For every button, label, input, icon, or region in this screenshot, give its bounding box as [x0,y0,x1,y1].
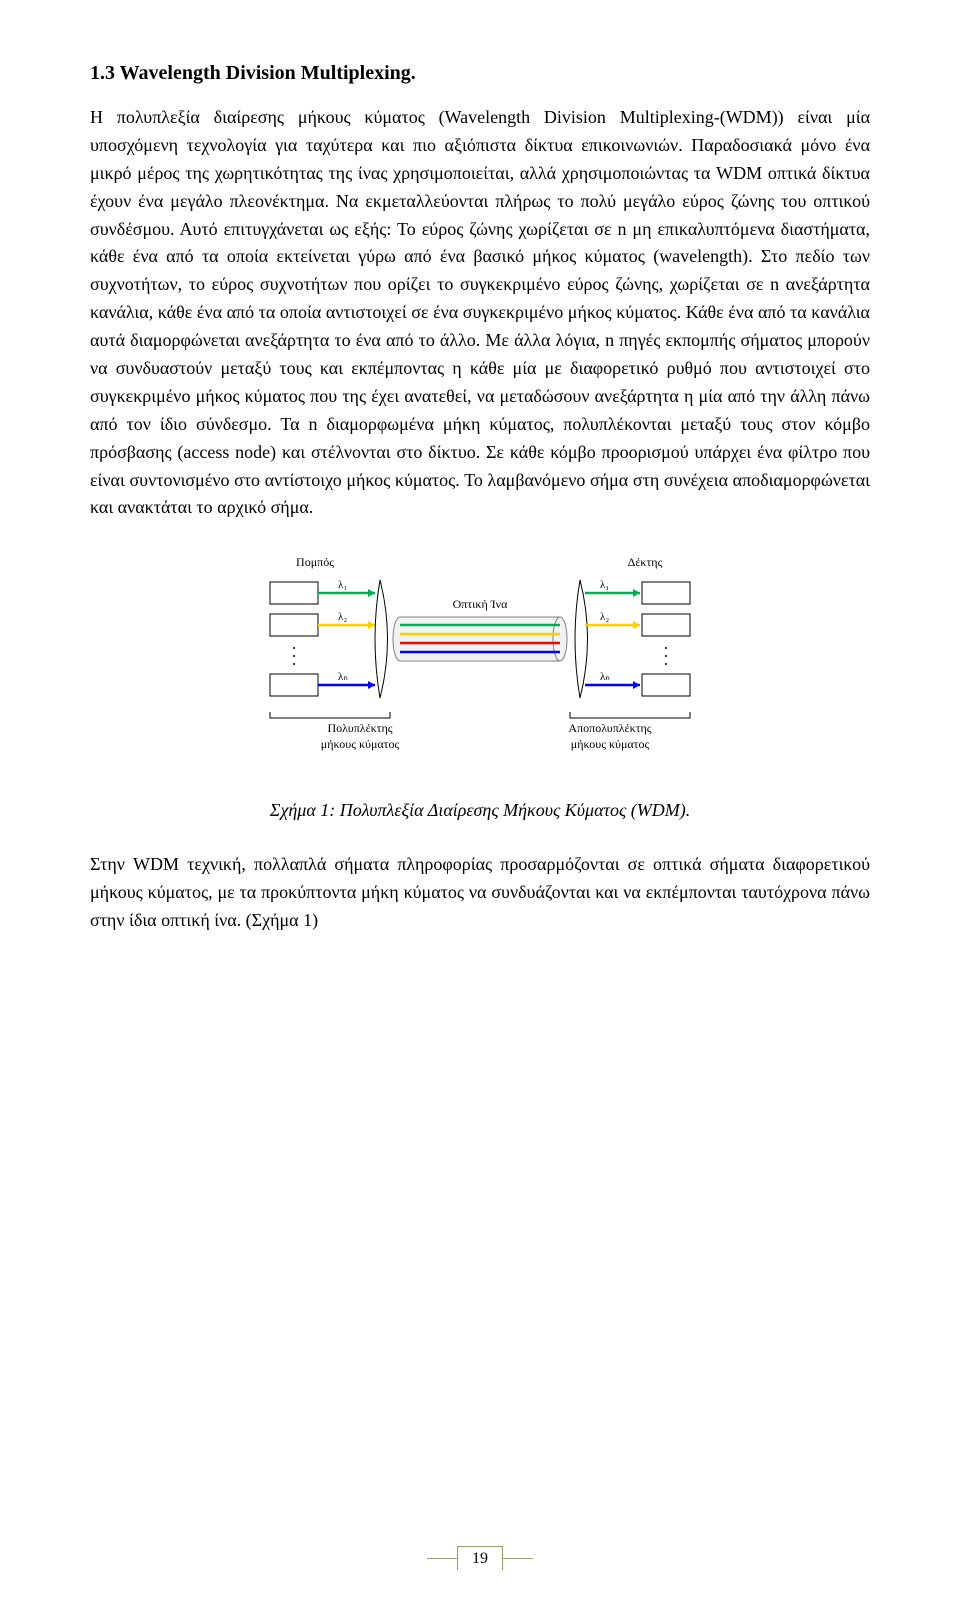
page-number-wrap: 19 [427,1546,533,1570]
tx-box-2 [270,614,318,636]
label-mux-1: Πολυπλέκτης [327,721,392,735]
rx-box-n [642,674,690,696]
mux-lens [375,580,388,698]
page-number: 19 [457,1546,503,1570]
paragraph-1: Η πολυπλεξία διαίρεσης μήκους κύματος (W… [90,104,870,522]
wdm-diagram-svg: Πομπός Δέκτης λ₁ λ₂ λₙ [240,552,720,782]
label-demux-2: μήκους κύματος [571,737,650,751]
page-number-line-right [503,1558,533,1559]
fiber-cap-right [553,617,567,661]
arrow-lambda1-left-head [368,589,375,597]
arrow-lambda2-left-head [368,621,375,629]
tx-dots [293,647,295,649]
rx-dots [665,655,667,657]
lambdan-left: λₙ [338,671,348,683]
page: 1.3 Wavelength Division Multiplexing. Η … [0,0,960,1600]
tx-box-1 [270,582,318,604]
rx-dots [665,647,667,649]
label-mux-2: μήκους κύματος [321,737,400,751]
tx-dots [293,663,295,665]
tx-dots [293,655,295,657]
label-receiver: Δέκτης [628,555,663,569]
figure-caption: Σχήμα 1: Πολυπλεξία Διαίρεσης Μήκους Κύμ… [90,800,870,821]
rx-box-1 [642,582,690,604]
label-demux-1: Αποπολυπλέκτης [568,721,651,735]
arrow-lambda2-right-head [633,621,640,629]
demux-lens [575,580,588,698]
lambda1-right: λ₁ [600,579,609,591]
lambdan-right: λₙ [600,671,610,683]
bracket-mux [270,712,390,718]
label-transmitter: Πομπός [296,555,334,569]
fiber-body [400,617,560,661]
arrow-lambdan-right-head [633,681,640,689]
tx-box-n [270,674,318,696]
bracket-demux [570,712,690,718]
lambda1-left: λ₁ [338,579,347,591]
lambda2-left: λ₂ [338,611,347,623]
paragraph-2: Στην WDM τεχνική, πολλαπλά σήματα πληροφ… [90,851,870,935]
arrow-lambdan-left-head [368,681,375,689]
label-fiber: Οπτική Ίνα [453,597,508,611]
rx-box-2 [642,614,690,636]
lambda2-right: λ₂ [600,611,609,623]
arrow-lambda1-right-head [633,589,640,597]
page-number-line-left [427,1558,457,1559]
rx-dots [665,663,667,665]
section-heading: 1.3 Wavelength Division Multiplexing. [90,60,870,86]
figure-wdm: Πομπός Δέκτης λ₁ λ₂ λₙ [90,552,870,782]
